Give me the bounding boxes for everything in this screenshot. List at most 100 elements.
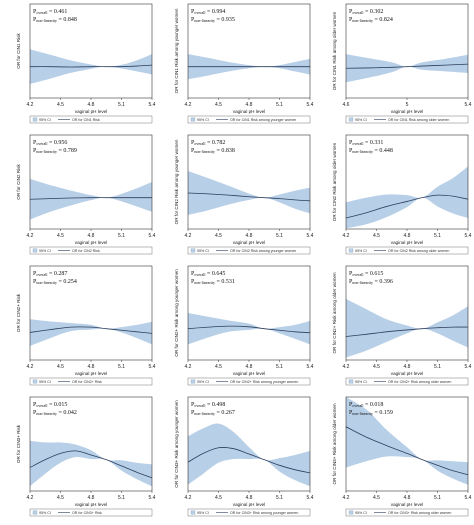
x-tick-label: 5.1 [276, 102, 283, 108]
p-nonlinearity-text: Pnon-linearity = 0.935 [191, 17, 235, 23]
p-letter: P [349, 148, 353, 154]
x-tick-label: 5.1 [276, 495, 283, 501]
or-line [188, 325, 310, 334]
x-tick-label: 4.5 [57, 364, 64, 370]
x-tick-label: 4.5 [215, 102, 222, 108]
x-axis-label: vaginal pH level [75, 109, 107, 114]
x-tick-label: 4.8 [404, 364, 411, 370]
legend-line-label: OR for CIN2 Risk among older women [388, 249, 449, 253]
chart-panel: 4.6 5 5.4 vaginal pH level OR for CIN1 Risk … [316, 0, 474, 131]
ci-band [30, 319, 152, 346]
p-subscript: non-linearity [36, 18, 57, 23]
p-overall-text: Poverall = 0.615 [349, 271, 383, 277]
legend-box [187, 508, 311, 517]
p-overall-value: = 0.302 [363, 9, 383, 15]
p-overall-text: Poverall = 0.287 [33, 271, 67, 277]
p-letter: P [33, 9, 37, 15]
legend-line-label: OR for CIN1 Risk among older women [388, 118, 449, 122]
legend-ci-label: 95% CI [355, 380, 367, 384]
y-axis-label: OR for CIN1 Risk among younger women [174, 8, 179, 93]
x-tick-label: 5.4 [149, 102, 156, 108]
x-tick-label: 5.4 [465, 495, 472, 501]
legend-box [29, 246, 153, 255]
plot-area [188, 4, 310, 98]
p-overall-text: Poverall = 0.331 [349, 140, 383, 146]
legend-ci-label: 95% CI [39, 249, 51, 253]
x-axis-label: vaginal pH level [391, 240, 423, 245]
p-letter: P [349, 140, 353, 146]
chart-svg: 4.6 5 5.4 vaginal pH level OR for CIN1 Risk … [332, 3, 472, 124]
ci-band [346, 397, 468, 485]
chart-panel: 4.2 4.5 4.8 5.1 5.4 vaginal pH level OR for CI… [0, 131, 158, 262]
p-subscript: overall [36, 10, 48, 15]
x-tick-label: 4.5 [215, 495, 222, 501]
x-tick-label: 4.2 [343, 495, 350, 501]
x-tick-label: 4.8 [246, 102, 253, 108]
y-axis-label: OR for CIN2 Risk [16, 164, 21, 200]
x-tick-label: 5.4 [307, 233, 314, 239]
legend-box [345, 115, 469, 124]
chart-panel: 4.2 4.5 4.8 5.1 5.4 vaginal pH level OR for CI… [0, 262, 158, 393]
p-subscript: non-linearity [36, 280, 57, 285]
p-subscript: non-linearity [36, 149, 57, 154]
x-axis-label: vaginal pH level [391, 109, 423, 114]
ci-band [188, 423, 310, 487]
p-overall-value: = 0.956 [47, 140, 67, 146]
ci-band [30, 178, 152, 220]
legend-line-label: OR for CIN2+ Risk among older women [388, 380, 451, 384]
x-tick-label: 4.2 [27, 495, 34, 501]
or-line [30, 450, 152, 479]
p-nonlinearity-value: = 0.159 [373, 410, 393, 416]
x-tick-label: 4.8 [88, 102, 95, 108]
p-nonlinearity-text: Pnon-linearity = 0.396 [349, 279, 393, 285]
p-overall-value: = 0.782 [205, 140, 225, 146]
or-line [346, 63, 468, 69]
x-tick-label: 5.1 [276, 233, 283, 239]
legend-ci-label: 95% CI [355, 511, 367, 515]
p-subscript: non-linearity [194, 149, 215, 154]
chart-svg: 4.2 4.5 4.8 5.1 5.4 vaginal pH level OR for CI… [174, 396, 314, 517]
legend-ci-swatch [32, 248, 38, 253]
legend-box [345, 377, 469, 386]
chart-panel: 4.2 4.5 4.8 5.1 5.4 vaginal pH level OR for CI… [158, 393, 316, 524]
x-tick-label: 4.5 [373, 233, 380, 239]
x-tick-label: 4.2 [185, 233, 192, 239]
chart-panel: 4.2 4.5 4.8 5.1 5.4 vaginal pH level OR for CI… [316, 131, 474, 262]
x-axis-label: vaginal pH level [391, 502, 423, 507]
legend-ci-label: 95% CI [39, 511, 51, 515]
p-nonlinearity-value: = 0.267 [215, 410, 235, 416]
p-nonlinearity-value: = 0.789 [57, 148, 77, 154]
p-subscript: overall [36, 141, 48, 146]
p-overall-text: Poverall = 0.994 [191, 9, 225, 15]
x-tick-label: 4.8 [88, 495, 95, 501]
chart-svg: 4.2 4.5 4.8 5.1 5.4 vaginal pH level OR for CI… [16, 134, 156, 255]
chart-panel: 4.2 4.5 4.8 5.1 5.4 vaginal pH level OR for CI… [0, 0, 158, 131]
ci-band [188, 313, 310, 345]
p-nonlinearity-value: = 0.848 [57, 17, 77, 23]
y-axis-label: OR for CIN2+ Risk among older women [332, 272, 337, 354]
p-letter: P [349, 17, 353, 23]
or-line [346, 426, 468, 476]
p-subscript: overall [194, 141, 206, 146]
y-axis-label: OR for CIN3+ Risk among older women [332, 403, 337, 485]
p-overall-value: = 0.015 [47, 402, 67, 408]
p-nonlinearity-text: Pnon-linearity = 0.531 [191, 279, 235, 285]
x-axis-label: vaginal pH level [233, 109, 265, 114]
p-nonlinearity-value: = 0.935 [215, 17, 235, 23]
p-overall-value: = 0.645 [205, 271, 225, 277]
y-axis-label: OR for CIN2+ Risk among younger women [174, 269, 179, 357]
legend-ci-swatch [190, 510, 196, 515]
p-nonlinearity-value: = 0.396 [373, 279, 393, 285]
chart-svg: 4.2 4.5 4.8 5.1 5.4 vaginal pH level OR for CI… [332, 396, 472, 517]
plot-area [30, 4, 152, 98]
p-letter: P [191, 279, 195, 285]
chart-svg: 4.2 4.5 4.8 5.1 5.4 vaginal pH level OR for CI… [174, 134, 314, 255]
y-axis-label: OR for CIN1 Risk among older women [332, 11, 337, 90]
p-overall-value: = 0.994 [205, 9, 225, 15]
p-overall-value: = 0.615 [363, 271, 383, 277]
p-nonlinearity-text: Pnon-linearity = 0.789 [33, 148, 77, 154]
chart-svg: 4.2 4.5 4.8 5.1 5.4 vaginal pH level OR for CI… [16, 265, 156, 386]
legend-ci-swatch [32, 510, 38, 515]
or-line [188, 192, 310, 202]
chart-svg: 4.2 4.5 4.8 5.1 5.4 vaginal pH level OR for CI… [16, 396, 156, 517]
